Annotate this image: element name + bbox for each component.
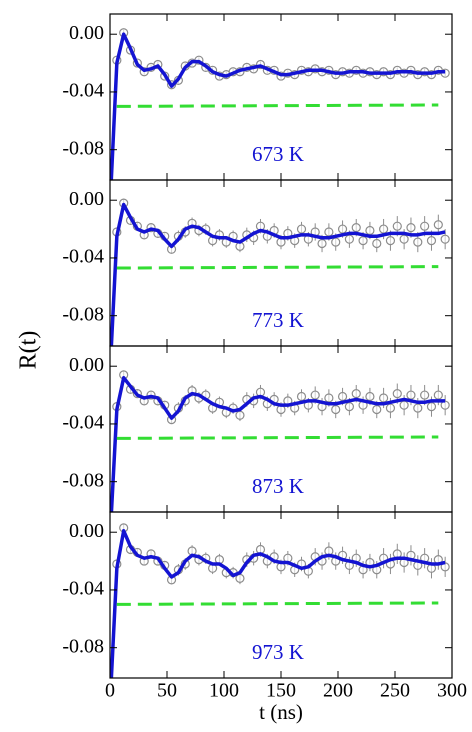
data-point xyxy=(324,227,334,237)
x-tick-label: 0 xyxy=(105,680,115,702)
data-point xyxy=(406,390,416,400)
reference-line xyxy=(116,103,439,108)
y-tick-label: -0.04 xyxy=(62,246,104,268)
data-point xyxy=(406,223,416,233)
plot-area xyxy=(110,198,450,346)
data-point xyxy=(235,410,245,420)
panel-annotation: 873 K xyxy=(252,474,304,498)
data-point xyxy=(426,402,437,412)
panel-frame xyxy=(109,511,453,679)
data-point xyxy=(317,238,327,249)
y-tick-label: 0.00 xyxy=(69,520,104,542)
data-point xyxy=(385,236,396,246)
y-tick-label: -0.08 xyxy=(62,635,104,657)
fit-line xyxy=(110,376,446,512)
x-tick-label: 50 xyxy=(157,680,177,702)
panel-annotation: 673 K xyxy=(252,142,304,166)
data-point xyxy=(365,225,375,236)
fit-line xyxy=(110,202,446,346)
data-point xyxy=(351,389,361,399)
data-point xyxy=(358,236,368,246)
y-tick-label: 0.00 xyxy=(69,354,104,376)
panel-annotation: 773 K xyxy=(252,308,304,332)
y-tick-label: -0.04 xyxy=(62,412,104,434)
data-point xyxy=(372,404,382,415)
data-point xyxy=(344,234,354,244)
data-point xyxy=(296,391,307,402)
data-point xyxy=(420,390,430,400)
data-point xyxy=(420,221,430,231)
x-tick-label: 100 xyxy=(209,680,239,702)
y-tick-label: 0.00 xyxy=(69,22,104,44)
data-point xyxy=(310,390,320,400)
y-tick-label: -0.08 xyxy=(62,137,104,159)
data-point xyxy=(372,238,382,249)
data-point xyxy=(331,237,341,247)
data-point xyxy=(296,224,307,234)
data-point xyxy=(331,404,341,415)
data-point xyxy=(379,393,389,403)
data-point xyxy=(379,224,389,234)
plot-area xyxy=(110,523,450,678)
plot-area xyxy=(110,370,450,512)
data-point xyxy=(426,236,437,246)
data-point xyxy=(399,234,409,244)
y-tick-label: -0.08 xyxy=(62,303,104,325)
y-tick-label: -0.04 xyxy=(62,578,104,600)
data-point xyxy=(344,402,354,412)
y-axis-label: R(t) xyxy=(16,331,42,370)
data-point xyxy=(433,220,443,230)
reference-line xyxy=(116,601,439,606)
data-point xyxy=(324,393,334,403)
panel-annotation: 973 K xyxy=(252,640,304,664)
data-point xyxy=(413,403,423,413)
x-tick-label: 250 xyxy=(380,680,410,702)
data-point xyxy=(399,400,409,410)
data-point xyxy=(351,223,361,233)
data-point xyxy=(365,391,375,402)
reference-line xyxy=(116,435,439,440)
y-tick-label: -0.04 xyxy=(62,80,104,102)
data-point xyxy=(337,391,348,402)
x-axis-label: t (ns) xyxy=(259,700,303,724)
x-tick-label: 150 xyxy=(266,680,296,702)
data-point xyxy=(440,234,450,244)
x-tick-label: 300 xyxy=(437,680,467,702)
y-tick-label: 0.00 xyxy=(69,188,104,210)
data-point xyxy=(413,237,423,247)
data-point xyxy=(392,221,402,231)
fit-line xyxy=(110,32,446,180)
data-point xyxy=(337,224,348,234)
fit-line xyxy=(110,529,446,678)
y-tick-label: -0.08 xyxy=(62,469,104,491)
reference-line xyxy=(116,265,439,270)
data-point xyxy=(392,389,402,399)
data-point xyxy=(433,390,443,400)
data-point xyxy=(385,403,396,413)
plot-area xyxy=(110,28,450,180)
x-tick-label: 200 xyxy=(323,680,353,702)
